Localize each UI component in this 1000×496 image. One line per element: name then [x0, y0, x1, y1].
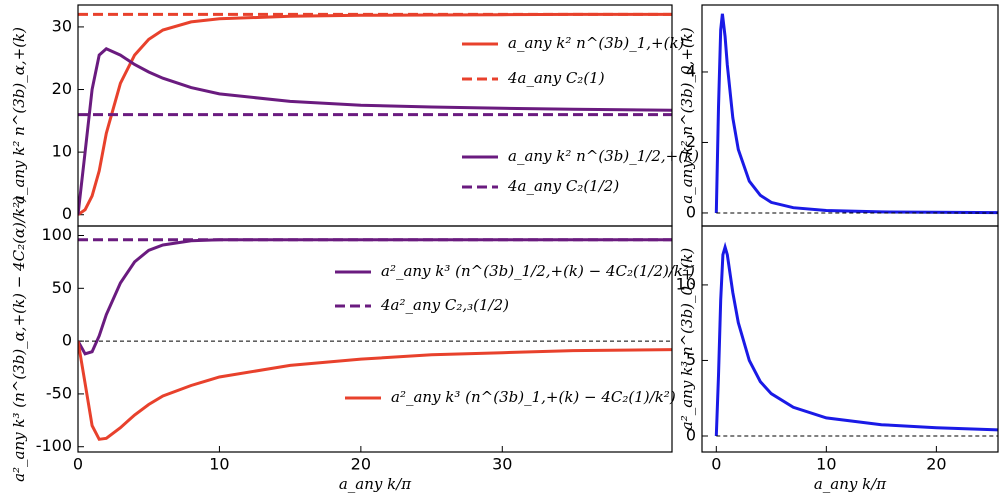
- y-tick-label: 30: [52, 16, 72, 35]
- series-line: [714, 241, 998, 437]
- y-axis-label: a_any k² n^(3b)_α,+(k): [10, 27, 28, 204]
- x-axis-label: a_any k/π: [814, 475, 887, 493]
- y-tick-label: 5: [686, 350, 696, 369]
- x-tick-label: 20: [351, 455, 371, 474]
- y-tick-label: 2: [686, 132, 696, 151]
- series-line: [78, 340, 672, 441]
- series-line: [78, 47, 672, 215]
- x-tick-label: 10: [209, 455, 229, 474]
- plot-frame: [701, 4, 999, 227]
- y-axis-label: a²_any k³ n^(3b)_0,+(k): [678, 248, 696, 431]
- y-tick-label: -50: [46, 383, 72, 402]
- y-tick-label: 0: [62, 331, 72, 350]
- y-tick-label: 4: [686, 61, 696, 80]
- legend-label: a²_any k³ (n^(3b)_1/2,+(k) − 4C₂(1/2)/k²…: [381, 262, 695, 280]
- y-tick-label: 100: [41, 225, 72, 244]
- series-line: [714, 13, 998, 215]
- x-tick-label: 30: [492, 455, 512, 474]
- y-tick-label: 20: [52, 79, 72, 98]
- y-tick-label: -100: [36, 436, 72, 455]
- legend-label: 4a²_any C₂,₃(1/2): [380, 296, 509, 314]
- legend-label: 4a_any C₂(1): [507, 69, 605, 87]
- y-axis-label: a_any k² n^(3b)_0,+(k): [678, 27, 696, 204]
- y-tick-label: 0: [686, 425, 696, 444]
- x-tick-label: 0: [73, 455, 83, 474]
- x-tick-label: 10: [816, 455, 836, 474]
- x-tick-label: 20: [926, 455, 946, 474]
- y-tick-label: 0: [686, 202, 696, 221]
- y-tick-label: 0: [62, 204, 72, 223]
- legend-label: a_any k² n^(3b)_1,+(k): [508, 34, 685, 52]
- legend-label: a²_any k³ (n^(3b)_1,+(k) − 4C₂(1)/k²): [391, 388, 676, 406]
- series-line: [78, 238, 672, 356]
- y-tick-label: 50: [52, 278, 72, 297]
- y-tick-label: 10: [52, 142, 72, 161]
- y-axis-label: a²_any k³ (n^(3b)_α,+(k) − 4C₂(α)/k²): [10, 196, 28, 482]
- x-axis-label: a_any k/π: [339, 475, 412, 493]
- x-tick-label: 0: [711, 455, 721, 474]
- y-tick-label: 10: [676, 274, 696, 293]
- legend-label: a_any k² n^(3b)_1/2,+(k): [508, 147, 699, 165]
- legend-label: 4a_any C₂(1/2): [507, 177, 619, 195]
- plot-frame: [77, 225, 673, 453]
- plot-frame: [701, 225, 999, 453]
